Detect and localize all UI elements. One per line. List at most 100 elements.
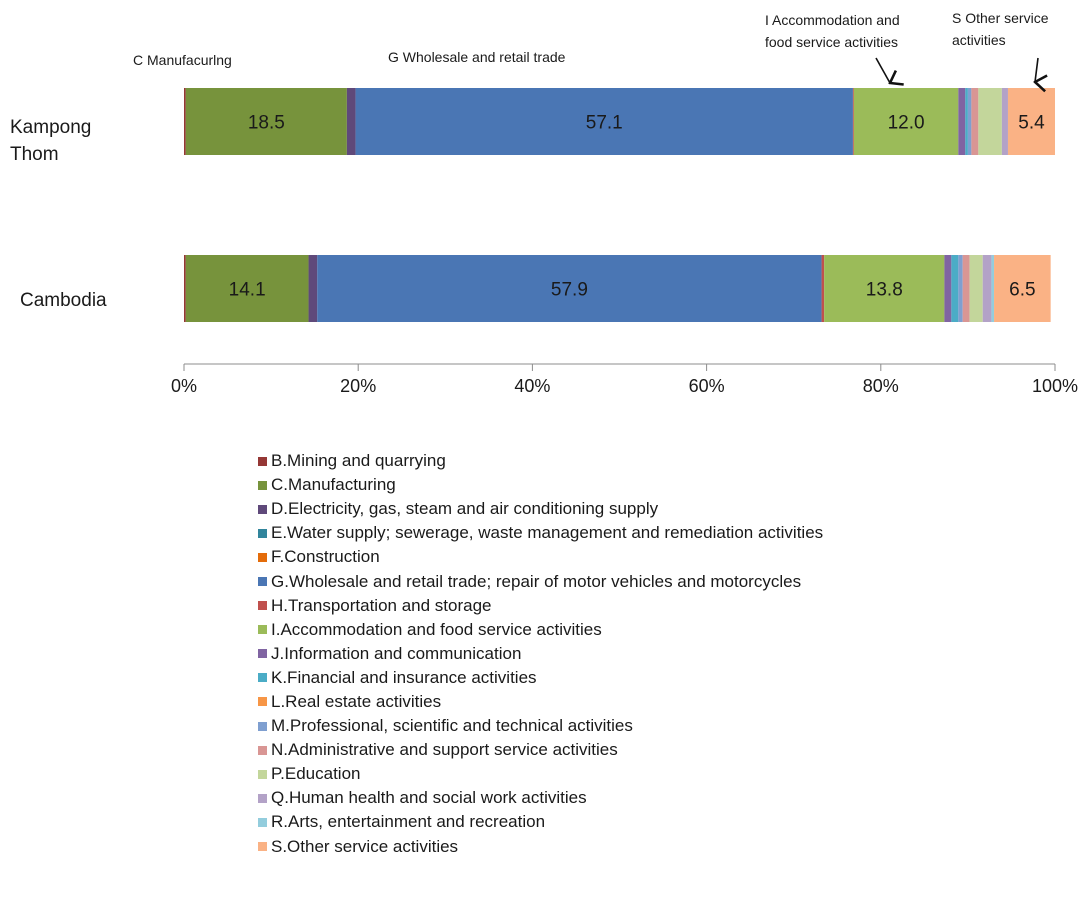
legend-item-j: J.Information and communication xyxy=(258,642,823,666)
bar-kampong-thom-q xyxy=(1001,88,1008,155)
bar-kampong-thom-g xyxy=(355,88,853,155)
bar-kampong-thom-b xyxy=(184,88,186,155)
legend-label: L.Real estate activities xyxy=(271,691,442,711)
x-tick-label: 80% xyxy=(863,376,899,396)
x-axis-ticks: 0% 20% 40% 60% 80% 100% xyxy=(171,364,1078,396)
bar-kampong-thom-p xyxy=(978,88,1002,155)
data-label-cambodia-i: 13.8 xyxy=(866,280,903,301)
category-label-kampong-thom-line1: Kampong xyxy=(10,117,91,138)
legend-swatch xyxy=(258,817,267,827)
category-label-kampong-thom: Kampong Thom xyxy=(10,117,91,165)
legend-label: S.Other service activities xyxy=(271,836,459,856)
legend-item-k: K.Financial and insurance activities xyxy=(258,666,823,690)
legend-item-n: N.Administrative and support service act… xyxy=(258,738,823,762)
legend-item-q: Q.Human health and social work activitie… xyxy=(258,786,823,810)
bar-cambodia-d xyxy=(308,255,318,322)
data-label-kampong-thom-i: 12.0 xyxy=(888,113,925,134)
bar-kampong-thom-h xyxy=(852,88,854,155)
annotation-i-accommodation-line1: I Accommodation and xyxy=(765,12,900,28)
legend-label: K.Financial and insurance activities xyxy=(271,667,537,687)
legend: B.Mining and quarrying C.Manufacturing D.E… xyxy=(258,449,823,859)
bar-cambodia-h xyxy=(821,255,825,322)
legend-swatch xyxy=(258,625,267,635)
legend-swatch xyxy=(258,577,267,587)
data-labels-layer: 18.5 57.1 12.0 5.4 14.1 57.9 13.8 6.5 xyxy=(229,113,1045,301)
data-label-kampong-thom-s: 5.4 xyxy=(1018,113,1045,134)
category-label-kampong-thom-line2: Thom xyxy=(10,144,59,165)
legend-swatch xyxy=(258,697,267,707)
legend-label: F.Construction xyxy=(271,547,380,567)
bar-kampong-thom-j xyxy=(958,88,966,155)
bar-cambodia-k xyxy=(951,255,959,322)
data-label-kampong-thom-g: 57.1 xyxy=(586,113,623,134)
legend-swatch xyxy=(258,528,267,538)
legend-label: I.Accommodation and food service activit… xyxy=(271,619,602,639)
legend-swatch xyxy=(258,504,267,514)
bar-kampong-thom-c xyxy=(185,88,347,155)
legend-swatch xyxy=(258,769,267,779)
bar-kampong-thom-m xyxy=(967,88,972,155)
data-label-kampong-thom-c: 18.5 xyxy=(248,113,285,134)
legend-label: B.Mining and quarrying xyxy=(271,451,446,471)
legend-item-b: B.Mining and quarrying xyxy=(258,449,823,473)
legend-item-g: G.Wholesale and retail trade; repair of … xyxy=(258,569,823,593)
legend-swatch xyxy=(258,601,267,611)
bar-cambodia-r xyxy=(991,255,995,322)
bars-layer xyxy=(184,88,1055,322)
legend-label: H.Transportation and storage xyxy=(271,595,492,615)
x-tick-label: 40% xyxy=(514,376,550,396)
legend-label: R.Arts, entertainment and recreation xyxy=(271,812,546,832)
legend-swatch xyxy=(258,552,267,562)
legend-item-s: S.Other service activities xyxy=(258,835,823,859)
bar-cambodia-b xyxy=(184,255,186,322)
x-tick-label: 60% xyxy=(689,376,725,396)
annotation-i-accommodation-line2: food service activities xyxy=(765,34,898,50)
bar-kampong-thom-d xyxy=(346,88,356,155)
legend-item-f: F.Construction xyxy=(258,545,823,569)
x-tick-label: 0% xyxy=(171,376,197,396)
annotation-s-other-line1: S Other service xyxy=(952,10,1049,26)
bar-cambodia-q xyxy=(982,255,992,322)
legend-item-i: I.Accommodation and food service activit… xyxy=(258,618,823,642)
legend-swatch xyxy=(258,480,267,490)
bar-kampong-thom-k xyxy=(965,88,968,155)
legend-item-e: E.Water supply; sewerage, waste manageme… xyxy=(258,521,823,545)
bar-kampong-thom-n xyxy=(971,88,979,155)
legend-label: C.Manufacturing xyxy=(271,475,396,495)
stacked-bar-chart: 18.5 57.1 12.0 5.4 14.1 57.9 13.8 6.5 Kampong T… xyxy=(10,10,1078,396)
legend-label: G.Wholesale and retail trade; repair of … xyxy=(271,571,802,591)
legend-swatch xyxy=(258,456,267,466)
legend-item-l: L.Real estate activities xyxy=(258,690,823,714)
legend-swatch xyxy=(258,721,267,731)
x-tick-label: 20% xyxy=(340,376,376,396)
data-label-cambodia-g: 57.9 xyxy=(551,280,588,301)
legend-item-h: H.Transportation and storage xyxy=(258,594,823,618)
legend-swatch xyxy=(258,649,267,659)
bar-cambodia-j xyxy=(944,255,952,322)
legend-label: Q.Human health and social work activitie… xyxy=(271,788,587,808)
legend-item-r: R.Arts, entertainment and recreation xyxy=(258,810,823,834)
legend-swatch xyxy=(258,793,267,803)
legend-item-c: C.Manufacturing xyxy=(258,473,823,497)
legend-swatch xyxy=(258,673,267,683)
annotation-s-arrow-icon xyxy=(1035,57,1038,82)
legend-swatch xyxy=(258,745,267,755)
annotation-i-arrow-icon xyxy=(875,57,890,83)
legend-label: D.Electricity, gas, steam and air condit… xyxy=(271,499,659,519)
legend-item-p: P.Education xyxy=(258,762,823,786)
data-label-cambodia-s: 6.5 xyxy=(1009,280,1035,301)
annotation-c-manufacturing: C Manufacurlng xyxy=(133,52,232,68)
bar-cambodia-p xyxy=(969,255,983,322)
annotation-g-wholesale: G Wholesale and retail trade xyxy=(388,49,566,65)
legend-label: N.Administrative and support service act… xyxy=(271,740,618,760)
bar-cambodia-n xyxy=(962,255,970,322)
bar-kampong-thom-i xyxy=(853,88,959,155)
bar-cambodia-c xyxy=(185,255,309,322)
category-label-cambodia: Cambodia xyxy=(20,290,107,311)
bar-kampong-thom-s xyxy=(1007,88,1055,155)
legend-label: P.Education xyxy=(271,764,361,784)
bar-cambodia-m xyxy=(958,255,963,322)
x-tick-label: 100% xyxy=(1032,376,1078,396)
legend-label: E.Water supply; sewerage, waste manageme… xyxy=(271,523,824,543)
bar-cambodia-s xyxy=(994,255,1051,322)
